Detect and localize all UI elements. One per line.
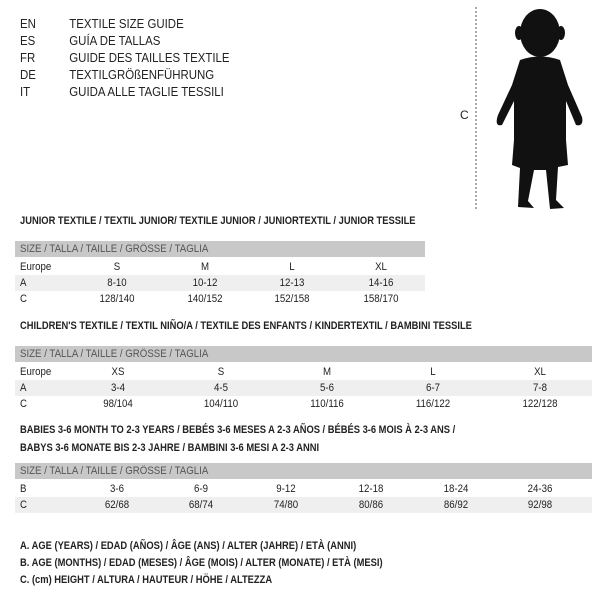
table-cell: 6-9 bbox=[194, 483, 208, 495]
table-cell: 86/92 bbox=[443, 499, 469, 511]
table-cell: 110/116 bbox=[310, 398, 344, 410]
table-cell: S bbox=[217, 366, 225, 378]
size-table: SIZE / TALLA / TAILLE / GRÖSSE / TAGLIA E… bbox=[15, 346, 592, 412]
guide-title: GUIDE DES TAILLES TEXTILE bbox=[69, 50, 230, 65]
table-row: C 98/104 104/110 110/116 116/122 122/128 bbox=[15, 396, 592, 412]
header-label: SIZE / TALLA / TAILLE / GRÖSSE / TAGLIA bbox=[20, 348, 209, 360]
table-cell: M bbox=[322, 366, 332, 378]
table-row: Europe XS S M L XL bbox=[15, 364, 592, 380]
table-row: A 3-4 4-5 5-6 6-7 7-8 bbox=[15, 380, 592, 396]
table-cell: 122/128 bbox=[522, 398, 558, 410]
size-table: SIZE / TALLA / TAILLE / GRÖSSE / TAGLIA E… bbox=[15, 241, 425, 307]
table-cell: 5-6 bbox=[320, 382, 334, 394]
table-cell: L bbox=[289, 261, 295, 273]
table-cell: 7-8 bbox=[533, 382, 547, 394]
row-label: Europe bbox=[20, 366, 52, 378]
table-cell: 18-24 bbox=[443, 483, 469, 495]
row-label: Europe bbox=[20, 261, 52, 273]
row-label: A bbox=[20, 277, 27, 289]
table-cell: M bbox=[200, 261, 210, 273]
table-row: A 8-10 10-12 12-13 14-16 bbox=[15, 275, 425, 291]
table-cell: 98/104 bbox=[103, 398, 133, 410]
language-row: EN TEXTILE SIZE GUIDE bbox=[20, 15, 184, 32]
header-label: SIZE / TALLA / TAILLE / GRÖSSE / TAGLIA bbox=[20, 465, 209, 477]
row-label: C bbox=[20, 499, 27, 511]
table-header: SIZE / TALLA / TAILLE / GRÖSSE / TAGLIA bbox=[15, 241, 425, 257]
table-cell: 152/158 bbox=[274, 293, 310, 305]
language-row: IT GUIDA ALLE TAGLIE TESSILI bbox=[20, 83, 224, 100]
guide-title: TEXTILE SIZE GUIDE bbox=[69, 16, 184, 31]
language-code: FR bbox=[20, 50, 36, 65]
table-cell: L bbox=[430, 366, 436, 378]
table-cell: 4-5 bbox=[214, 382, 228, 394]
table-cell: 3-4 bbox=[111, 382, 125, 394]
language-row: ES GUÍA DE TALLAS bbox=[20, 32, 160, 49]
table-cell: 10-12 bbox=[192, 277, 218, 289]
language-code: ES bbox=[20, 33, 36, 48]
table-cell: 104/110 bbox=[203, 398, 239, 410]
row-label: C bbox=[20, 398, 27, 410]
language-row: FR GUIDE DES TAILLES TEXTILE bbox=[20, 49, 230, 66]
table-title: CHILDREN'S TEXTILE / TEXTIL NIÑO/A / TEX… bbox=[20, 320, 472, 332]
table-row: C 62/68 68/74 74/80 80/86 86/92 92/98 bbox=[15, 497, 592, 513]
language-row: DE TEXTILGRÖßENFÜHRUNG bbox=[20, 66, 214, 83]
table-cell: XS bbox=[111, 366, 125, 378]
table-cell: 116/122 bbox=[415, 398, 451, 410]
table-cell: 8-10 bbox=[107, 277, 127, 289]
guide-title: GUIDA ALLE TAGLIE TESSILI bbox=[69, 84, 224, 99]
table-cell: 68/74 bbox=[188, 499, 214, 511]
table-title: BABIES 3-6 MONTH TO 2-3 YEARS / BEBÉS 3-… bbox=[20, 424, 456, 436]
language-code: IT bbox=[20, 84, 31, 99]
language-code: EN bbox=[20, 16, 36, 31]
table-cell: 80/86 bbox=[358, 499, 384, 511]
table-cell: 128/140 bbox=[99, 293, 135, 305]
row-label: A bbox=[20, 382, 27, 394]
table-title: JUNIOR TEXTILE / TEXTIL JUNIOR/ TEXTILE … bbox=[20, 215, 416, 227]
table-cell: 158/170 bbox=[363, 293, 399, 305]
table-cell: 62/68 bbox=[104, 499, 130, 511]
table-cell: 140/152 bbox=[187, 293, 223, 305]
guide-title: TEXTILGRÖßENFÜHRUNG bbox=[69, 67, 215, 82]
legend-item: C. (cm) HEIGHT / ALTURA / HAUTEUR / HÖHE… bbox=[20, 574, 273, 586]
table-header: SIZE / TALLA / TAILLE / GRÖSSE / TAGLIA bbox=[15, 346, 592, 362]
legend-item: A. AGE (YEARS) / EDAD (AÑOS) / ÂGE (ANS)… bbox=[20, 540, 357, 552]
table-cell: 9-12 bbox=[276, 483, 296, 495]
table-title-line2: BABYS 3-6 MONATE BIS 2-3 JAHRE / BAMBINI… bbox=[20, 442, 320, 454]
table-cell: 12-13 bbox=[279, 277, 305, 289]
table-cell: 3-6 bbox=[110, 483, 124, 495]
row-label: B bbox=[20, 483, 27, 495]
table-cell: 14-16 bbox=[368, 277, 394, 289]
table-cell: 74/80 bbox=[273, 499, 299, 511]
table-cell: 92/98 bbox=[527, 499, 553, 511]
guide-title: GUÍA DE TALLAS bbox=[69, 33, 161, 48]
language-code: DE bbox=[20, 67, 36, 82]
table-header: SIZE / TALLA / TAILLE / GRÖSSE / TAGLIA bbox=[15, 463, 592, 479]
measure-label: C bbox=[460, 108, 469, 122]
table-row: C 128/140 140/152 152/158 158/170 bbox=[15, 291, 425, 307]
table-cell: 24-36 bbox=[527, 483, 553, 495]
child-silhouette bbox=[470, 5, 600, 213]
table-cell: XL bbox=[375, 261, 387, 273]
table-row: Europe S M L XL bbox=[15, 259, 425, 275]
legend-item: B. AGE (MONTHS) / EDAD (MESES) / ÂGE (MO… bbox=[20, 557, 383, 569]
size-table: SIZE / TALLA / TAILLE / GRÖSSE / TAGLIA B… bbox=[15, 463, 592, 513]
table-row: B 3-6 6-9 9-12 12-18 18-24 24-36 bbox=[15, 481, 592, 497]
table-cell: 6-7 bbox=[426, 382, 440, 394]
row-label: C bbox=[20, 293, 27, 305]
table-cell: 12-18 bbox=[358, 483, 384, 495]
table-cell: XL bbox=[534, 366, 546, 378]
header-label: SIZE / TALLA / TAILLE / GRÖSSE / TAGLIA bbox=[20, 243, 209, 255]
table-cell: S bbox=[113, 261, 121, 273]
